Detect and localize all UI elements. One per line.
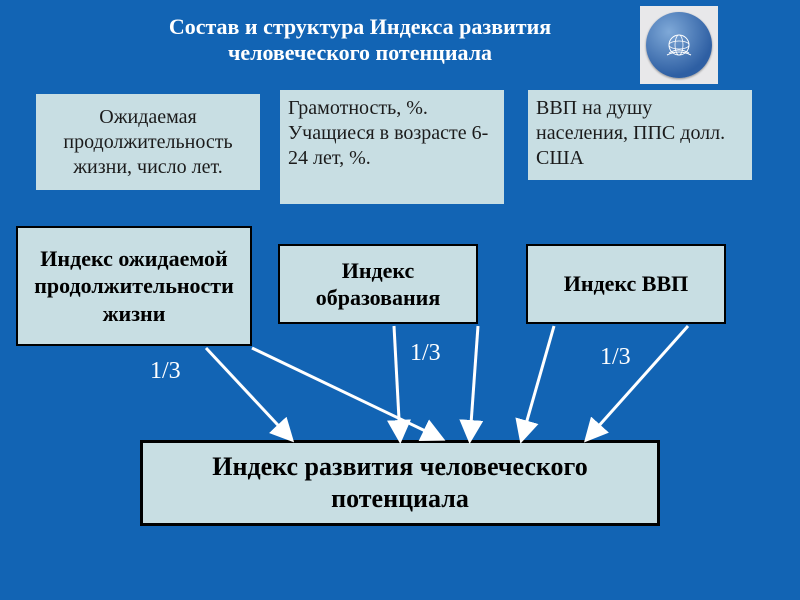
source-box-label: Ожидаемая продолжительность жизни, число…: [44, 105, 252, 180]
weight-gdp: 1/3: [600, 344, 631, 371]
result-box-label: Индекс развития человеческого потенциала: [151, 451, 649, 516]
index-box-label: Индекс ВВП: [564, 270, 689, 298]
un-logo: [640, 6, 718, 84]
source-box-literacy: Грамотность, %. Учащиеся в возрасте 6-24…: [280, 90, 504, 204]
title-line1: Состав и структура Индекса развития: [169, 14, 551, 39]
title-line2: человеческого потенциала: [228, 40, 492, 65]
index-box-gdp: Индекс ВВП: [526, 244, 726, 324]
source-box-label: ВВП на душу населения, ППС долл. США: [536, 96, 744, 171]
source-box-label: Грамотность, %. Учащиеся в возрасте 6-24…: [288, 96, 496, 171]
source-box-life: Ожидаемая продолжительность жизни, число…: [36, 94, 260, 190]
result-box: Индекс развития человеческого потенциала: [140, 440, 660, 526]
weight-education: 1/3: [410, 340, 441, 367]
un-logo-patch: [646, 12, 712, 78]
page-title: Состав и структура Индекса развития чело…: [110, 14, 610, 66]
index-box-life: Индекс ожидаемой продолжительности жизни: [16, 226, 252, 346]
source-box-gdp: ВВП на душу населения, ППС долл. США: [528, 90, 752, 180]
weight-life: 1/3: [150, 358, 181, 385]
index-box-education: Индекс образования: [278, 244, 478, 324]
index-box-label: Индекс образования: [288, 257, 468, 312]
index-box-label: Индекс ожидаемой продолжительности жизни: [26, 245, 242, 328]
